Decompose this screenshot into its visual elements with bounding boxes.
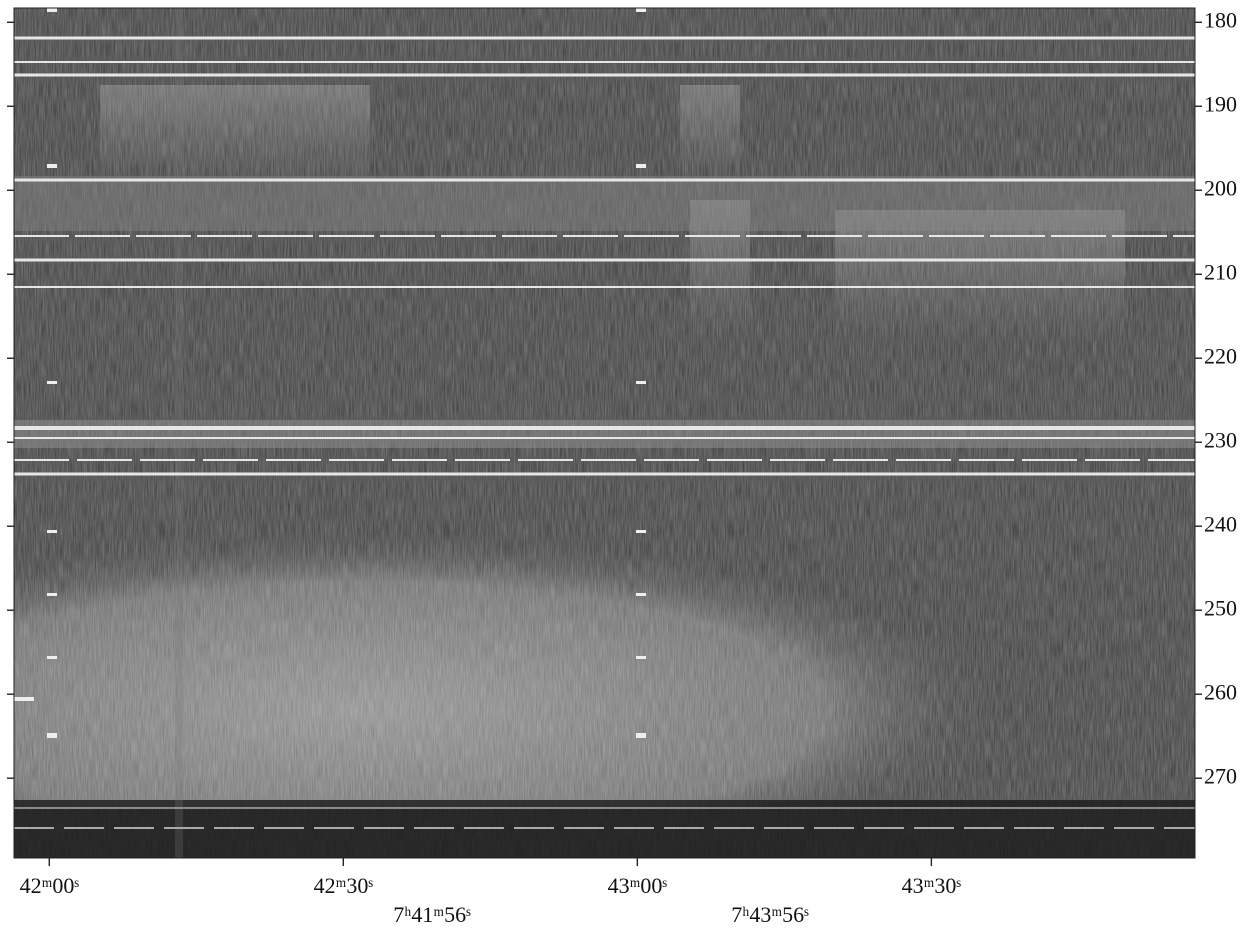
x-tick-label: 43ᵐ00ˢ <box>608 873 668 898</box>
x-tick-label: 42ᵐ00ˢ <box>20 873 80 898</box>
y-tick-label: 250 <box>1204 595 1237 620</box>
y-tick-label: 270 <box>1204 763 1237 788</box>
time-annotation: 7ʰ41ᵐ56ˢ <box>393 902 471 927</box>
x-tick-label: 43ᵐ30ˢ <box>902 873 962 898</box>
time-annotation: 7ʰ43ᵐ56ˢ <box>731 902 809 927</box>
spectrogram-image <box>13 7 1196 859</box>
y-tick-label: 220 <box>1204 343 1237 368</box>
x-tick-label: 42ᵐ30ˢ <box>314 873 374 898</box>
y-tick-label: 180 <box>1204 7 1237 32</box>
y-tick-label: 230 <box>1204 427 1237 452</box>
y-tick-label: 240 <box>1204 511 1237 536</box>
y-tick-label: 260 <box>1204 679 1237 704</box>
y-tick-label: 210 <box>1204 259 1237 284</box>
y-tick-label: 190 <box>1204 91 1237 116</box>
y-tick-label: 200 <box>1204 175 1237 200</box>
